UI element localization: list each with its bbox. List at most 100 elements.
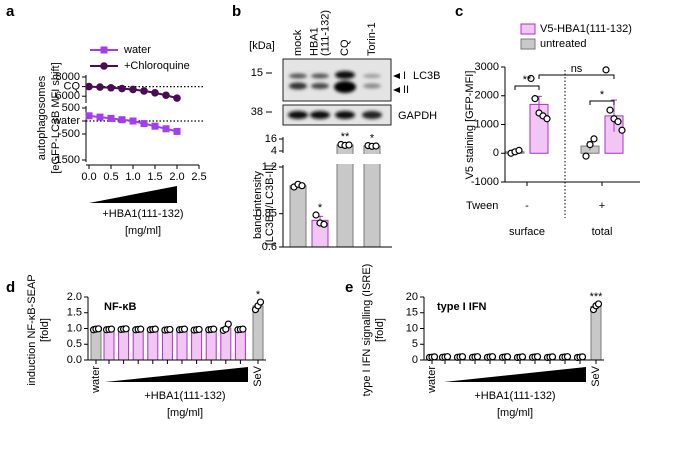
y-tick-label: 20: [406, 291, 418, 303]
y-tick-label: 1000: [475, 118, 499, 130]
x-tick-label: 1.0: [125, 171, 140, 183]
y-axis-label: [LC3B-I/LC3B-II]: [264, 165, 276, 246]
y-tick-label: 4: [271, 145, 277, 157]
data-point: [543, 115, 551, 123]
x-tick-label: 1.5: [147, 171, 162, 183]
bar: [161, 329, 173, 361]
data-point: [458, 353, 467, 361]
chart-title: NF-κB: [104, 301, 136, 313]
y-tick-label: 0.6: [262, 241, 277, 253]
data-point: [531, 95, 539, 103]
bar: [590, 305, 602, 361]
data-point: [85, 112, 93, 120]
y-tick-label: 1.2: [262, 161, 277, 173]
marker-label: 15: [251, 67, 263, 79]
significance-bracket: [589, 100, 615, 105]
data-point: [578, 353, 587, 361]
panel-letter: d: [6, 279, 15, 296]
significance: **: [523, 74, 532, 86]
data-point: [372, 142, 380, 150]
y-tick-label: 8000: [56, 71, 80, 83]
data-point: [96, 113, 104, 121]
legend-label: V5-HBA1(111-132): [540, 23, 632, 35]
bar: [147, 328, 159, 361]
legend-swatch: [520, 38, 536, 50]
data-point: [488, 353, 497, 361]
bar: [289, 185, 307, 248]
significance-bracket: [538, 74, 615, 79]
concentration-wedge: [89, 186, 177, 203]
y-tick-label: 5: [412, 338, 418, 350]
y-tick-label: 2000: [475, 90, 499, 102]
y-axis-label: induction NF-κB-SEAP: [26, 274, 38, 385]
y-tick-label: 6000: [56, 90, 80, 102]
panel-letter: b: [232, 3, 241, 20]
data-point: [563, 353, 572, 361]
data-point: [122, 325, 130, 333]
protein-label: LC3B: [413, 70, 441, 82]
y-tick-label: 1.5: [67, 307, 82, 319]
data-point: [582, 152, 590, 160]
data-point: [320, 220, 328, 228]
kda-label: [kDa]: [249, 40, 275, 52]
data-point: [614, 118, 622, 126]
panel-letter: e: [345, 279, 353, 296]
y-tick-label: 10: [406, 322, 418, 334]
concentration-wedge: [105, 367, 248, 382]
y-axis-label: [fold]: [374, 318, 386, 342]
data-point: [129, 117, 137, 125]
data-point: [239, 325, 247, 333]
data-point: [345, 141, 353, 149]
band-label: II: [403, 84, 409, 96]
y-tick-label: 0.0: [67, 354, 82, 366]
significance: ns: [571, 63, 583, 75]
y-tick-label: 15: [406, 307, 418, 319]
data-point: [256, 298, 265, 306]
x-axis-label: [mg/ml]: [125, 225, 161, 237]
data-point: [118, 84, 126, 93]
factor-level: +: [599, 200, 605, 212]
data-point: [195, 325, 203, 334]
x-tick-label: water: [426, 366, 438, 394]
data-point: [312, 211, 320, 219]
data-point: [151, 122, 159, 130]
y-axis-label: [fold]: [39, 318, 51, 342]
x-tick-label: SeV: [590, 365, 602, 386]
legend-marker: [100, 62, 108, 70]
protein-label: GAPDH: [398, 110, 437, 122]
marker-label: 38: [251, 106, 263, 118]
data-point: [94, 325, 103, 333]
x-tick-label: 2.0: [169, 171, 184, 183]
y-axis-label: band intensity: [252, 171, 264, 239]
data-point: [618, 126, 626, 134]
data-point: [166, 325, 174, 334]
bar: [176, 328, 188, 361]
x-tick-label: 2.5: [191, 171, 206, 183]
x-axis-label: +HBA1(111-132): [474, 390, 555, 402]
x-tick-label: 0.0: [81, 171, 96, 183]
data-point: [118, 116, 126, 124]
y-tick-label: 0: [493, 147, 499, 159]
data-point: [518, 353, 527, 361]
significance: *: [318, 202, 323, 214]
data-point: [210, 325, 218, 333]
bar: [132, 328, 144, 361]
x-axis-label: +HBA1(111-132): [102, 208, 183, 220]
data-point: [527, 74, 535, 83]
data-point: [140, 87, 148, 95]
legend-swatch: [520, 23, 536, 35]
y-tick-label: 3000: [475, 61, 499, 73]
significance: *: [600, 89, 605, 101]
y-tick-label: CQ: [64, 81, 81, 93]
data-point: [173, 127, 181, 135]
x-axis-label: +HBA1(111-132): [144, 390, 225, 402]
data-point: [173, 94, 181, 102]
significance: *: [370, 132, 375, 144]
x-axis-label: [mg/ml]: [497, 407, 533, 419]
data-point: [443, 353, 452, 361]
group-label: surface: [509, 226, 545, 238]
x-tick-label: SeV: [252, 365, 264, 386]
data-point: [533, 353, 542, 361]
y-tick-label: -500: [58, 128, 80, 140]
panel-letter: c: [455, 3, 463, 20]
